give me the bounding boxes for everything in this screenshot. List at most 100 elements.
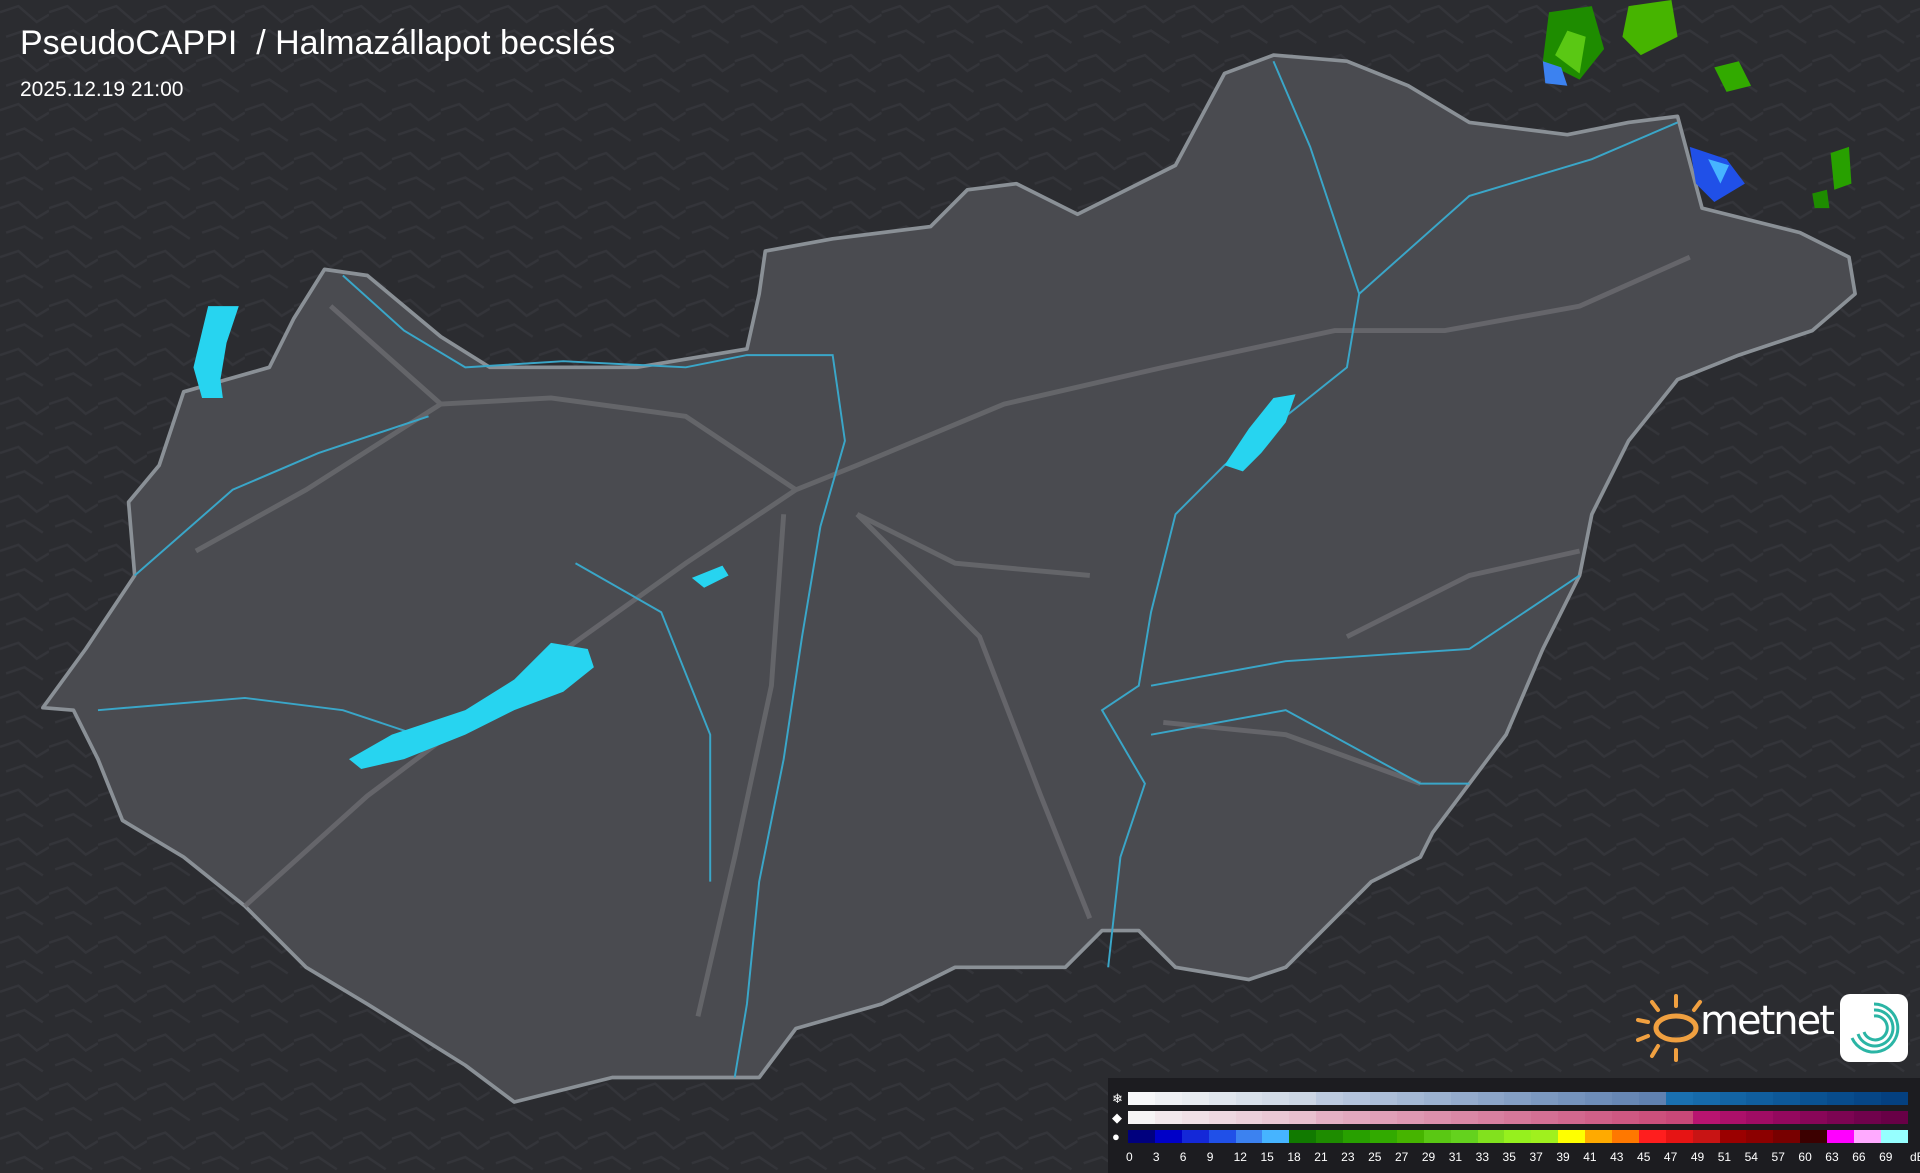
color-swatch xyxy=(1128,1111,1155,1124)
metnet-logo: metnet xyxy=(1636,992,1910,1064)
color-swatch xyxy=(1773,1130,1801,1143)
lake-ferto xyxy=(193,306,239,398)
color-swatch xyxy=(1154,1111,1182,1124)
scale-label: 35 xyxy=(1502,1150,1516,1164)
scale-label: 6 xyxy=(1179,1150,1187,1164)
snow-icon: ❄ xyxy=(1112,1091,1123,1106)
color-swatch xyxy=(1450,1111,1478,1124)
metnet-logo-text: metnet xyxy=(1700,998,1835,1044)
color-swatch xyxy=(1423,1111,1451,1124)
color-swatch xyxy=(1477,1092,1505,1105)
scale-label: 15 xyxy=(1260,1150,1274,1164)
color-swatch xyxy=(1773,1111,1801,1124)
scale-label: 47 xyxy=(1663,1150,1678,1164)
color-swatch xyxy=(1316,1092,1344,1105)
sleet-color-scale xyxy=(1128,1111,1908,1124)
color-swatch xyxy=(1289,1111,1317,1124)
swirl-badge-icon xyxy=(1840,994,1908,1062)
scale-label: 31 xyxy=(1448,1150,1463,1164)
scale-label: 33 xyxy=(1475,1150,1489,1164)
color-swatch xyxy=(1531,1092,1559,1105)
color-swatch xyxy=(1558,1111,1586,1124)
scale-label: 21 xyxy=(1314,1150,1328,1164)
color-swatch xyxy=(1719,1130,1747,1143)
color-swatch xyxy=(1316,1111,1344,1124)
sleet-icon: ◆ xyxy=(1112,1110,1122,1125)
scale-label: 27 xyxy=(1394,1150,1409,1164)
color-swatch xyxy=(1235,1092,1263,1105)
color-swatch xyxy=(1665,1111,1693,1124)
scale-label: 12 xyxy=(1233,1150,1247,1164)
color-swatch xyxy=(1208,1130,1236,1143)
color-swatch xyxy=(1638,1111,1666,1124)
color-swatch xyxy=(1181,1092,1209,1105)
scale-label: 39 xyxy=(1556,1150,1570,1164)
lake-balaton xyxy=(348,642,594,769)
color-swatch xyxy=(1477,1130,1505,1143)
color-swatch xyxy=(1612,1111,1639,1124)
color-swatch xyxy=(1128,1130,1155,1143)
lakes xyxy=(193,306,1296,769)
color-swatch xyxy=(1208,1111,1236,1124)
color-swatch xyxy=(1531,1130,1559,1143)
color-swatch xyxy=(1800,1092,1828,1105)
scale-label: 18 xyxy=(1287,1150,1301,1164)
color-swatch xyxy=(1450,1092,1478,1105)
color-swatch xyxy=(1585,1130,1613,1143)
scale-label: 49 xyxy=(1690,1150,1705,1164)
color-swatch xyxy=(1827,1130,1855,1143)
color-swatch xyxy=(1746,1092,1774,1105)
color-swatch xyxy=(1800,1130,1828,1143)
color-swatch xyxy=(1423,1130,1451,1143)
color-swatch xyxy=(1692,1111,1720,1124)
color-swatch xyxy=(1504,1130,1532,1143)
color-swatch xyxy=(1558,1130,1586,1143)
color-swatch xyxy=(1719,1092,1747,1105)
color-swatch xyxy=(1208,1092,1236,1105)
color-swatch xyxy=(1181,1130,1209,1143)
color-swatch xyxy=(1773,1092,1801,1105)
lake-tisza xyxy=(1224,394,1296,472)
scale-label: 41 xyxy=(1583,1150,1597,1164)
color-swatch xyxy=(1531,1111,1559,1124)
scale-label: 9 xyxy=(1206,1150,1214,1164)
color-swatch xyxy=(1289,1130,1317,1143)
color-swatch xyxy=(1854,1130,1881,1143)
color-swatch xyxy=(1827,1092,1855,1105)
scale-label: 66 xyxy=(1852,1150,1866,1164)
color-swatch xyxy=(1262,1130,1290,1143)
scale-labels: 0 3 6 9 12 15 18 21 23 25 27 29 31 33 35 37 39 41 43 45 47 49… xyxy=(1126,1150,1920,1166)
color-swatch xyxy=(1370,1130,1397,1143)
color-swatch xyxy=(1343,1111,1371,1124)
color-swatch xyxy=(1289,1092,1317,1105)
scale-label: 43 xyxy=(1610,1150,1624,1164)
color-swatch xyxy=(1665,1130,1693,1143)
color-swatch xyxy=(1880,1111,1908,1124)
scale-label: 54 xyxy=(1744,1150,1758,1164)
color-swatch xyxy=(1665,1092,1693,1105)
timestamp: 2025.12.19 21:00 xyxy=(20,78,184,101)
page-title: PseudoCAPPI / Halmazállapot becslés xyxy=(20,24,616,62)
rain-drop-icon: ● xyxy=(1112,1129,1120,1144)
scale-label: 3 xyxy=(1152,1150,1160,1164)
scale-label: 23 xyxy=(1341,1150,1355,1164)
roads xyxy=(194,254,1691,1017)
color-swatch xyxy=(1181,1111,1209,1124)
color-swatch xyxy=(1450,1130,1478,1143)
radar-echoes xyxy=(1542,0,1852,209)
color-swatch xyxy=(1504,1092,1532,1105)
lake-velence xyxy=(691,565,729,588)
hungary-country-area xyxy=(41,53,1857,1104)
color-swatch xyxy=(1692,1130,1720,1143)
color-swatch xyxy=(1235,1111,1263,1124)
rivers xyxy=(97,60,1678,1078)
color-swatch xyxy=(1585,1111,1613,1124)
color-swatch xyxy=(1477,1111,1505,1124)
rain-color-scale xyxy=(1128,1130,1908,1143)
color-swatch xyxy=(1558,1092,1586,1105)
scale-label: 29 xyxy=(1421,1150,1436,1164)
scale-label: 60 xyxy=(1798,1150,1812,1164)
color-swatch xyxy=(1612,1092,1639,1105)
color-swatch xyxy=(1396,1130,1424,1143)
